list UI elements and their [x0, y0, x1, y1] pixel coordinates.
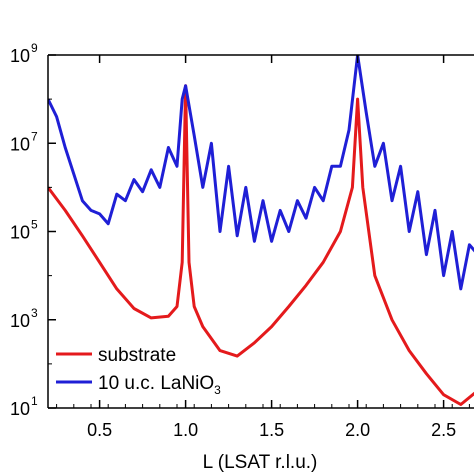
x-tick-label: 2.5 — [431, 420, 456, 440]
y-tick-label: 10 — [10, 46, 30, 66]
y-tick-exponent: 9 — [31, 41, 38, 55]
legend-label-subscript: 3 — [214, 383, 221, 397]
series-line-lanio3 — [48, 55, 474, 291]
y-tick-label: 10 — [10, 311, 30, 331]
y-tick-label: 10 — [10, 134, 30, 154]
series-layer — [48, 55, 474, 406]
x-tick-label: 0.5 — [87, 420, 112, 440]
legend: substrate 10 u.c. LaNiO3 — [56, 345, 221, 397]
y-tick-exponent: 1 — [31, 394, 38, 408]
x-tick-label: 2.0 — [345, 420, 370, 440]
y-tick-exponent: 7 — [31, 129, 38, 143]
y-tick-label: 10 — [10, 223, 30, 243]
y-tick-exponent: 3 — [31, 306, 38, 320]
legend-label: substrate — [98, 345, 176, 366]
x-tick-label: 1.0 — [173, 420, 198, 440]
x-axis-title: L (LSAT r.l.u.) — [203, 452, 318, 473]
series-line-substrate — [48, 84, 474, 406]
x-tick-label: 1.5 — [259, 420, 284, 440]
legend-label: 10 u.c. LaNiO3 — [98, 373, 221, 397]
y-tick-label: 10 — [10, 399, 30, 419]
y-tick-exponent: 5 — [31, 218, 38, 232]
